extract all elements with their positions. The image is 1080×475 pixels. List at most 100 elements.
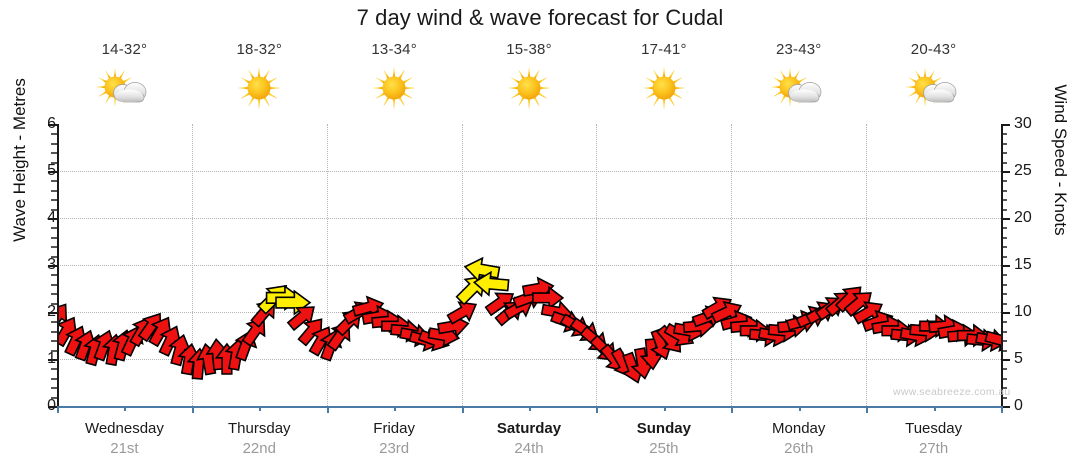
right-axis-minor-tick bbox=[1001, 330, 1007, 333]
bottom-axis-tick bbox=[529, 406, 531, 411]
page-title: 7 day wind & wave forecast for Cudal bbox=[356, 5, 724, 30]
bottom-axis-tick bbox=[731, 406, 734, 413]
right-axis-tick-label: 0 bbox=[1014, 397, 1023, 414]
horizontal-gridline bbox=[57, 218, 1001, 219]
right-axis-tick-label: 10 bbox=[1014, 303, 1032, 320]
right-axis-minor-tick bbox=[1001, 349, 1007, 352]
bottom-axis-tick bbox=[124, 406, 127, 411]
left-axis-minor-tick bbox=[51, 274, 57, 277]
day-name: Saturday bbox=[496, 420, 562, 437]
right-axis-minor-tick bbox=[1001, 246, 1007, 249]
left-axis-minor-tick bbox=[51, 199, 57, 202]
day-gridline bbox=[461, 124, 463, 406]
day-temperature-range: 14-32° bbox=[101, 41, 148, 58]
left-axis-minor-tick bbox=[51, 302, 57, 305]
right-axis-minor-tick bbox=[1001, 283, 1007, 286]
day-header-tuesday: 20-43° bbox=[866, 38, 1001, 124]
day-footer-tuesday: Tuesday 27th bbox=[866, 420, 1001, 457]
left-axis-minor-tick bbox=[51, 396, 57, 399]
day-name: Wednesday bbox=[84, 420, 164, 437]
day-date: 21st bbox=[110, 440, 139, 457]
day-temperature-range: 17-41° bbox=[641, 41, 687, 58]
left-axis-minor-tick bbox=[51, 340, 57, 343]
bottom-axis-tick bbox=[933, 406, 936, 411]
right-axis-minor-tick bbox=[1001, 161, 1007, 164]
day-footer-strip: Wednesday 21st Thursday 22nd Friday 23rd Satur… bbox=[57, 420, 1001, 457]
wind-direction-arrow bbox=[57, 303, 68, 333]
right-axis-minor-tick bbox=[1001, 208, 1007, 211]
wind-arrow-layer bbox=[57, 256, 1001, 384]
sun-cloud-icon bbox=[866, 60, 1001, 116]
day-header-monday: 23-43° bbox=[731, 38, 866, 124]
right-axis-minor-tick bbox=[1001, 142, 1007, 145]
right-axis-minor-tick bbox=[1001, 236, 1007, 239]
left-axis-minor-tick bbox=[51, 293, 57, 296]
left-axis-minor-tick bbox=[51, 180, 57, 183]
day-gridline bbox=[731, 124, 733, 406]
day-footer-friday: Friday 23rd bbox=[327, 420, 462, 457]
day-temperature-range: 23-43° bbox=[775, 41, 822, 58]
left-axis-tick bbox=[48, 359, 57, 361]
left-axis-minor-tick bbox=[51, 208, 57, 211]
day-footer-sunday: Sunday 25th bbox=[596, 420, 731, 457]
day-footer-thursday: Thursday 22nd bbox=[192, 420, 327, 457]
sun-icon bbox=[327, 60, 462, 116]
bottom-axis-tick bbox=[866, 406, 869, 413]
left-axis-tick-label: 6 bbox=[47, 115, 56, 132]
day-gridline bbox=[326, 124, 328, 406]
bottom-axis-tick bbox=[259, 406, 262, 411]
right-axis-tick bbox=[1001, 124, 1010, 126]
right-axis-minor-tick bbox=[1001, 340, 1007, 343]
right-axis-minor-tick bbox=[1001, 387, 1007, 390]
wind-direction-arrow bbox=[843, 292, 872, 318]
left-axis-minor-tick bbox=[51, 142, 57, 145]
day-footer-monday: Monday 26th bbox=[731, 420, 866, 457]
bottom-axis-line bbox=[57, 406, 1001, 408]
day-name: Tuesday bbox=[905, 420, 963, 437]
left-axis-minor-tick bbox=[51, 152, 57, 155]
left-axis-minor-tick bbox=[51, 321, 57, 324]
left-axis-tick bbox=[48, 171, 57, 173]
horizontal-gridline bbox=[57, 312, 1001, 313]
wind-direction-arrow bbox=[158, 325, 182, 357]
left-axis-minor-tick bbox=[51, 349, 57, 352]
day-date: 24th bbox=[514, 440, 544, 457]
right-axis-tick bbox=[1001, 265, 1010, 267]
left-axis-minor-tick bbox=[51, 161, 57, 164]
bottom-axis-tick bbox=[191, 406, 194, 413]
day-temperature-range: 20-43° bbox=[910, 41, 957, 58]
wind-direction-arrow bbox=[984, 328, 1001, 353]
wind-direction-arrow bbox=[472, 270, 510, 297]
bottom-axis-tick bbox=[57, 406, 59, 413]
wind-direction-arrow bbox=[286, 306, 315, 332]
left-axis-tick bbox=[48, 406, 57, 408]
right-axis-minor-tick bbox=[1001, 189, 1007, 192]
left-axis-line bbox=[57, 124, 59, 406]
left-axis-tick bbox=[48, 312, 57, 314]
day-header-friday: 13-34° bbox=[327, 38, 462, 124]
right-axis-minor-tick bbox=[1001, 377, 1007, 380]
day-gridline bbox=[596, 124, 598, 406]
watermark: www.seabreeze.com.au bbox=[893, 386, 1011, 398]
day-date: 22nd bbox=[242, 440, 276, 457]
left-axis-tick-label: 4 bbox=[47, 209, 56, 226]
sun-cloud-icon bbox=[731, 60, 866, 116]
day-name: Monday bbox=[772, 420, 826, 437]
horizontal-gridline bbox=[57, 265, 1001, 266]
day-gridline bbox=[191, 124, 193, 406]
right-axis-minor-tick bbox=[1001, 199, 1007, 202]
left-axis-minor-tick bbox=[51, 246, 57, 249]
day-date: 23rd bbox=[379, 440, 410, 457]
sun-icon bbox=[462, 60, 597, 116]
right-axis-title: Wind Speed - Knots bbox=[1051, 84, 1070, 236]
bottom-axis-tick bbox=[596, 406, 599, 413]
sun-cloud-icon bbox=[57, 60, 192, 116]
bottom-axis-tick bbox=[1001, 406, 1003, 413]
right-axis-minor-tick bbox=[1001, 302, 1007, 305]
sun-icon bbox=[596, 60, 731, 116]
left-axis-minor-tick bbox=[51, 236, 57, 239]
right-axis-tick bbox=[1001, 171, 1010, 173]
wind-direction-arrow bbox=[297, 318, 323, 347]
left-axis-minor-tick bbox=[51, 330, 57, 333]
left-axis-minor-tick bbox=[51, 368, 57, 371]
